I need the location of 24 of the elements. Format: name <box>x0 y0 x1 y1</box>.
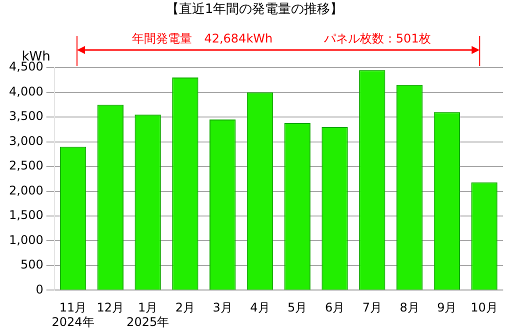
y-tick-label: 4,000 <box>8 84 44 98</box>
x-tick-label: 3月 <box>212 300 232 315</box>
text: 年間発電量 42,684kWh <box>132 32 273 46</box>
x-tick-label: 9月 <box>437 300 457 315</box>
x-tick-label: 10月 <box>470 300 498 315</box>
y-tick-label: 2,000 <box>8 183 44 198</box>
y-tick-label: 3,000 <box>8 134 44 148</box>
y-tick-label: 0 <box>36 282 44 296</box>
x-tick-label: 5月 <box>288 300 308 315</box>
y-tick-label: 1,000 <box>8 232 44 247</box>
x-tick-label: 12月 <box>96 300 124 315</box>
x-tick-label: 2月 <box>175 300 196 315</box>
y-tick-label: 1,500 <box>8 208 44 222</box>
y-tick-label: 500 <box>20 258 44 272</box>
text: パネル枚数：501枚 <box>322 32 431 46</box>
x-tick-label: 6月 <box>324 300 345 315</box>
x-tick-label: 1月 2025年 <box>126 300 170 329</box>
x-tick-label: 11月 2024年 <box>52 300 94 329</box>
y-tick-label: 3,500 <box>8 109 44 124</box>
x-tick-label: 8月 <box>400 300 420 315</box>
y-tick-label: 2,500 <box>8 158 44 173</box>
chart-title: 【直近1年間の発電量の推移】 <box>166 2 344 18</box>
x-tick-label: 7月 <box>362 300 382 315</box>
x-tick-label: 4月 <box>250 300 270 315</box>
